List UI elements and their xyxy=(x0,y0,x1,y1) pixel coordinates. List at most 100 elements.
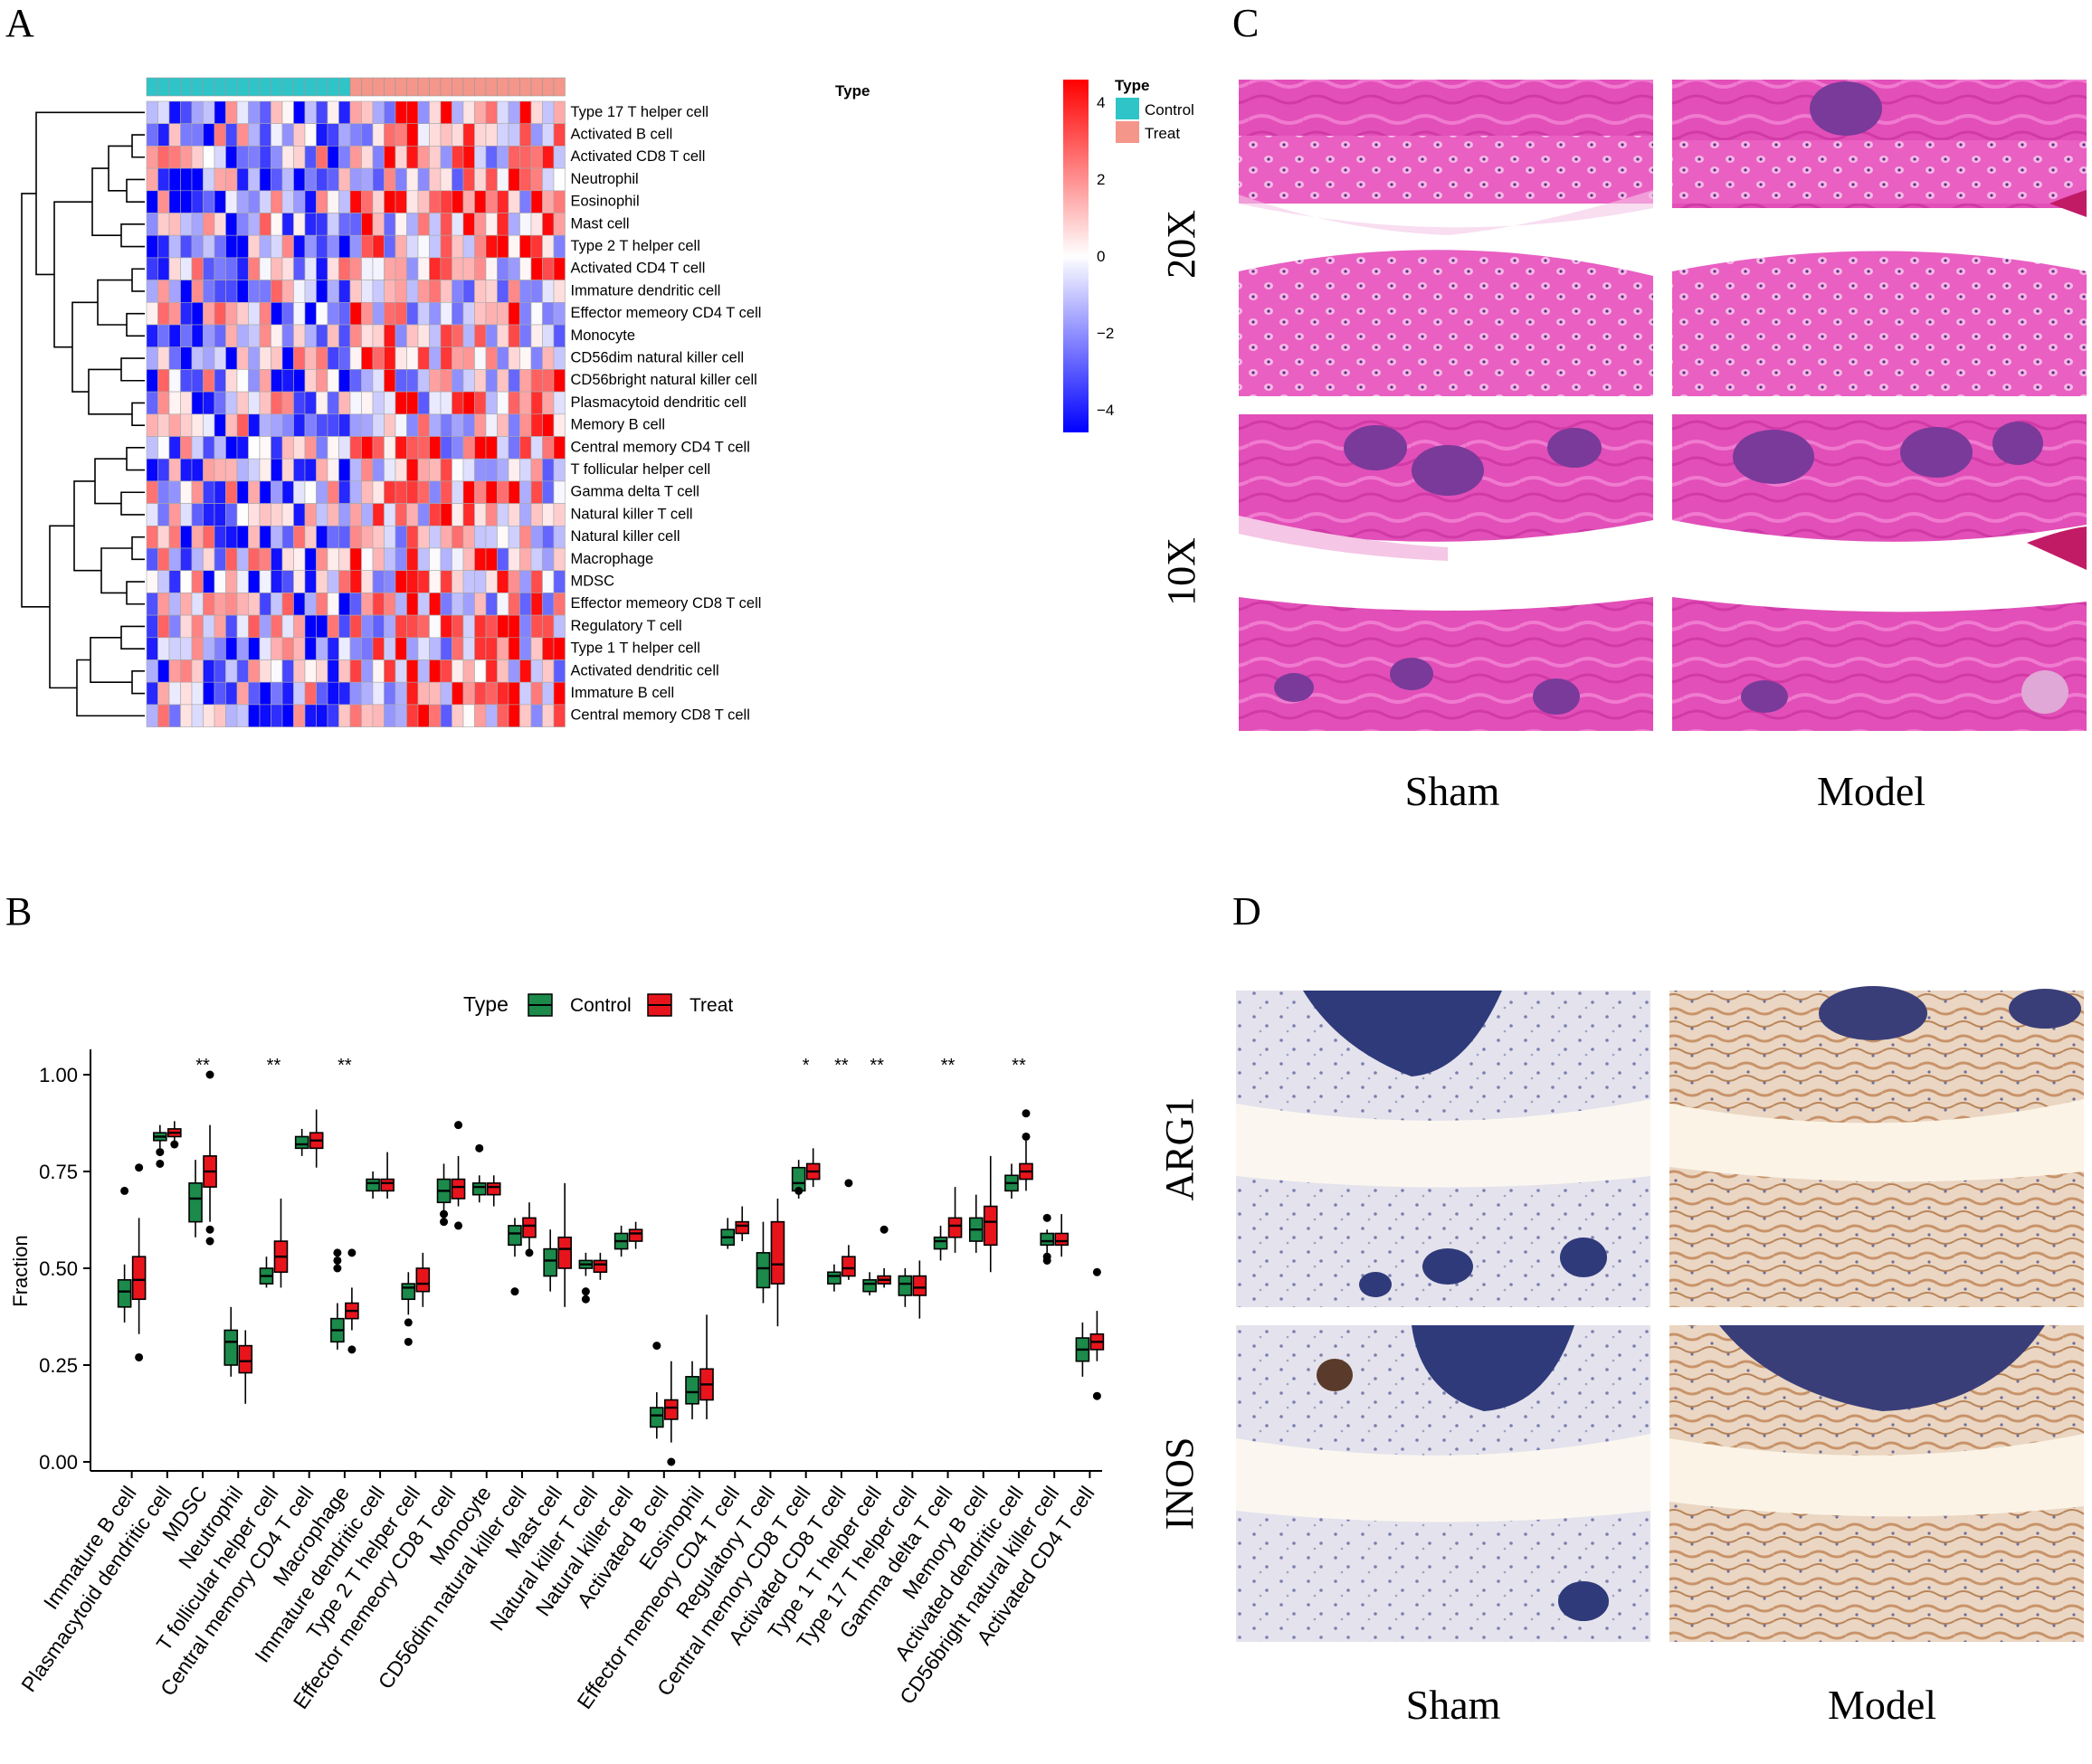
heatmap-cell xyxy=(316,324,328,348)
heatmap-cell xyxy=(225,704,238,727)
heatmap-cell xyxy=(406,190,419,213)
heatmap-cell xyxy=(485,280,498,303)
heatmap-cell xyxy=(497,436,509,460)
heatmap-cell xyxy=(429,659,442,683)
heatmap-cell xyxy=(338,704,351,727)
legend-label: Treat xyxy=(1145,125,1180,142)
heatmap-cell xyxy=(271,167,283,192)
heatmap-cell xyxy=(236,593,249,616)
y-tick-label: 0.00 xyxy=(39,1451,78,1474)
heatmap-cell xyxy=(361,369,374,393)
annotation-cell xyxy=(384,77,396,97)
heatmap-cell xyxy=(361,637,374,660)
heatmap-cell xyxy=(327,525,339,549)
he-image-10x-sham xyxy=(1239,414,1653,731)
heatmap-cell xyxy=(259,547,271,572)
heatmap-cell xyxy=(281,346,294,370)
heatmap-cell xyxy=(542,525,555,549)
heatmap-cell xyxy=(542,570,555,593)
heatmap-cell xyxy=(395,458,407,482)
heatmap-cell xyxy=(429,480,442,504)
heatmap-cell xyxy=(327,637,339,660)
heatmap-cell xyxy=(214,100,226,125)
heatmap-cell xyxy=(191,480,204,504)
y-tick-label: 1.00 xyxy=(39,1064,78,1086)
heatmap-cell xyxy=(214,525,226,549)
heatmap-cell xyxy=(440,614,452,639)
heatmap-cell xyxy=(542,704,555,727)
heatmap-cell xyxy=(474,280,487,303)
heatmap-cell xyxy=(406,570,419,593)
heatmap-cell xyxy=(395,234,407,259)
heatmap-cell xyxy=(214,280,226,303)
heatmap-cell xyxy=(293,637,306,660)
heatmap-cell xyxy=(157,190,170,213)
heatmap-cell xyxy=(497,391,509,415)
heatmap-cell xyxy=(372,413,385,437)
box xyxy=(543,1247,557,1277)
heatmap-cell xyxy=(406,704,419,727)
heatmap-cell xyxy=(429,301,442,326)
heatmap-cell xyxy=(248,480,261,504)
heatmap-cell xyxy=(281,280,294,303)
heatmap-cell xyxy=(372,614,385,639)
heatmap-cell xyxy=(485,593,498,616)
heatmap-cell xyxy=(304,346,317,370)
heatmap-cell xyxy=(361,593,374,616)
heatmap-cell xyxy=(304,659,317,683)
heatmap-cell xyxy=(542,458,555,482)
heatmap-cell xyxy=(293,146,306,169)
heatmap-cell xyxy=(349,637,362,660)
heatmap-cell xyxy=(452,614,464,639)
heatmap-cell xyxy=(281,167,294,192)
heatmap-cell xyxy=(157,167,170,192)
heatmap-cell xyxy=(361,480,374,504)
heatmap-cell xyxy=(259,659,271,683)
boxplot-y-axis-title: Fraction xyxy=(9,1235,32,1306)
heatmap-cell xyxy=(191,346,204,370)
heatmap-cell xyxy=(530,146,543,169)
heatmap-cell xyxy=(316,123,328,147)
heatmap-cell xyxy=(417,547,430,572)
heatmap-cell xyxy=(180,301,193,326)
heatmap-cell xyxy=(361,391,374,415)
heatmap-cell xyxy=(406,301,419,326)
legend-label: Control xyxy=(570,995,632,1016)
heatmap-cell xyxy=(361,525,374,549)
heatmap-cell xyxy=(542,213,555,236)
legend-label: Treat xyxy=(689,995,733,1016)
heatmap-cell xyxy=(236,681,249,706)
heatmap-cell xyxy=(452,346,464,370)
heatmap-cell xyxy=(474,637,487,660)
heatmap-cell xyxy=(474,681,487,706)
heatmap-cell xyxy=(304,614,317,639)
heatmap-cell xyxy=(429,324,442,348)
heatmap-cell xyxy=(157,301,170,326)
heatmap-cell xyxy=(168,681,181,706)
heatmap-cell xyxy=(327,280,339,303)
heatmap-cell xyxy=(146,234,158,259)
heatmap-cell xyxy=(384,503,396,526)
heatmap-cell xyxy=(191,436,204,460)
heatmap-cell xyxy=(530,436,543,460)
heatmap-cell xyxy=(519,280,532,303)
heatmap-cell xyxy=(452,413,464,437)
heatmap-cell xyxy=(146,503,158,526)
heatmap-cell xyxy=(542,301,555,326)
heatmap-cell xyxy=(146,301,158,326)
heatmap-cell xyxy=(225,659,238,683)
heatmap-cell xyxy=(485,480,498,504)
heatmap-cell xyxy=(462,547,475,572)
heatmap-cell xyxy=(248,100,261,125)
heatmap-cell xyxy=(485,681,498,706)
outlier-point xyxy=(667,1457,676,1466)
heatmap-cell xyxy=(417,480,430,504)
heatmap-cell xyxy=(316,704,328,727)
heatmap-cell xyxy=(429,681,442,706)
heatmap-cells xyxy=(146,100,566,727)
heatmap-cell xyxy=(248,346,261,370)
heatmap-cell xyxy=(248,413,261,437)
heatmap-cell xyxy=(281,525,294,549)
heatmap-cell xyxy=(462,167,475,192)
heatmap-cell xyxy=(349,659,362,683)
